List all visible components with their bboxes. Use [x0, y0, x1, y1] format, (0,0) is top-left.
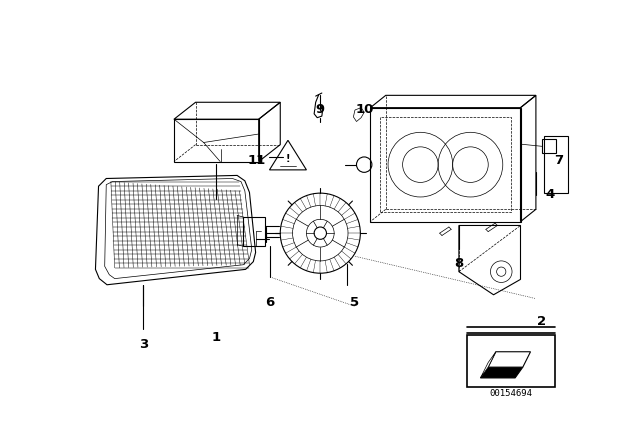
Text: 2: 2 [538, 315, 547, 328]
Text: 3: 3 [139, 338, 148, 351]
Text: 4: 4 [545, 188, 554, 201]
Text: 5: 5 [350, 296, 360, 309]
Text: 9: 9 [316, 103, 325, 116]
Text: 6: 6 [266, 296, 275, 309]
Polygon shape [488, 352, 531, 367]
Polygon shape [481, 367, 523, 378]
Text: 1: 1 [212, 331, 221, 344]
Polygon shape [481, 352, 496, 378]
Text: 11: 11 [248, 154, 266, 167]
Text: 7: 7 [554, 154, 564, 167]
Text: 8: 8 [454, 258, 463, 271]
Text: !: ! [285, 154, 290, 164]
Text: 00154694: 00154694 [489, 389, 532, 398]
Text: 10: 10 [356, 103, 374, 116]
